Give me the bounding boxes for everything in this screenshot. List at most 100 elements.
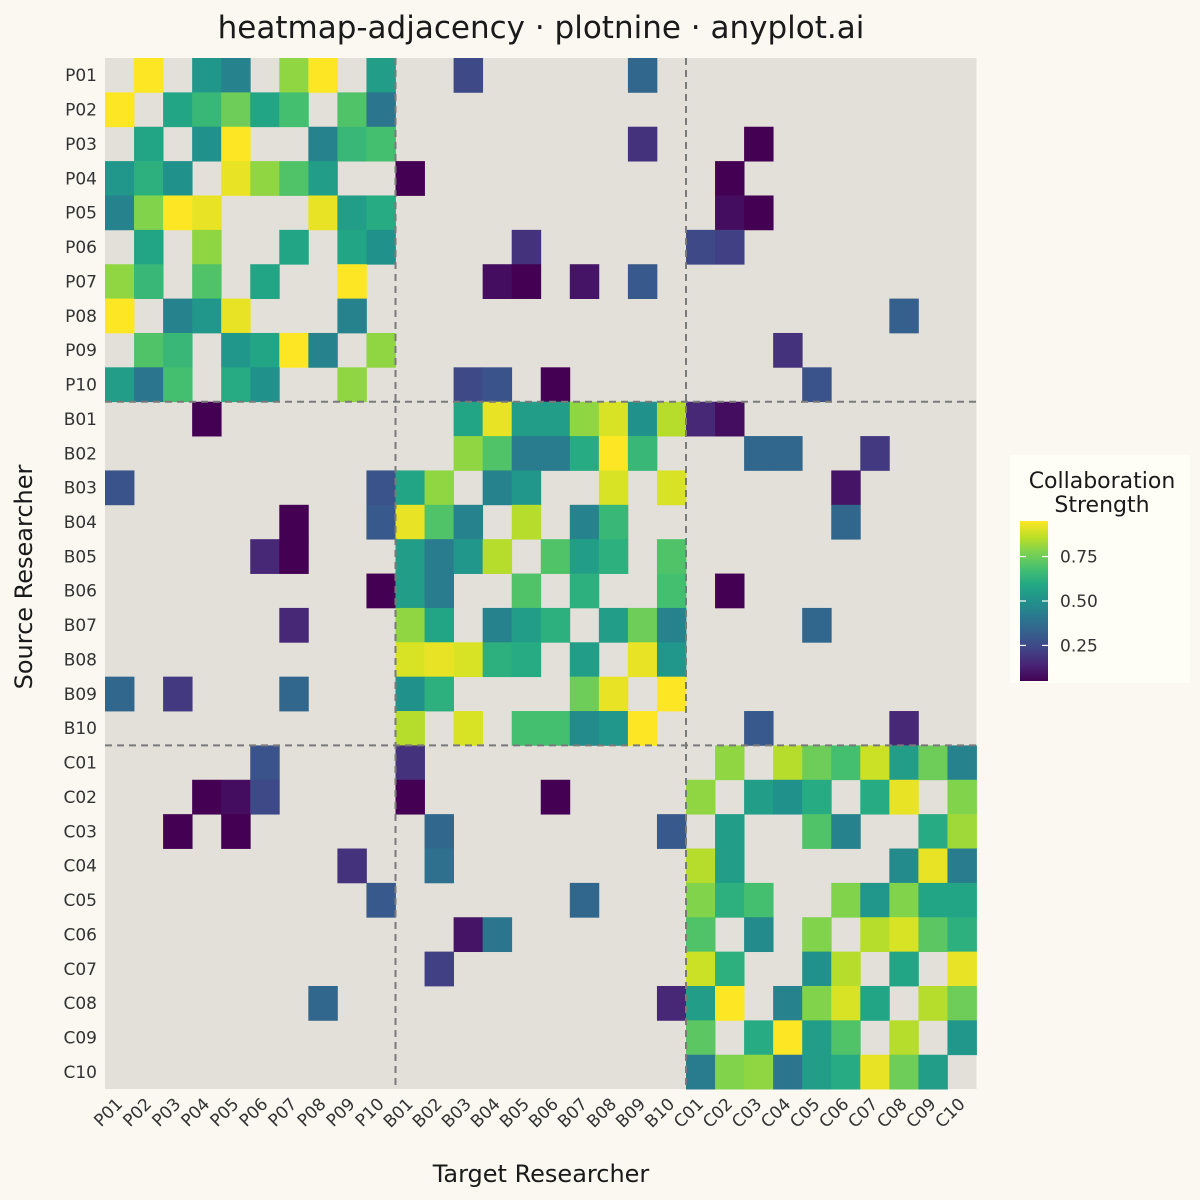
heatmap-cell [105,676,135,712]
heatmap-cell [627,436,658,471]
heatmap-cell [831,951,861,987]
heatmap-cell [744,917,774,953]
heatmap-cell [163,161,193,196]
heatmap-cell [569,882,600,918]
heatmap-cell [453,711,484,746]
heatmap-cell [686,917,716,953]
x-tick-label: B01 [380,1094,418,1132]
heatmap-cell [860,917,890,953]
y-tick-label: B02 [64,444,97,464]
heatmap-cell [598,539,629,574]
heatmap-cell [192,126,222,162]
heatmap-cell [569,504,600,540]
x-tick-label: B03 [438,1094,476,1132]
heatmap-cell [424,642,454,678]
y-tick-label: P03 [65,135,97,155]
x-tick-label: C04 [757,1094,795,1132]
x-tick-label: P09 [323,1094,360,1131]
x-tick-label: P01 [90,1094,127,1131]
heatmap-cell [482,264,513,299]
heatmap-cell [802,1020,832,1056]
heatmap-cell [308,195,338,231]
heatmap-cell [221,367,251,403]
heatmap-cell [424,814,454,849]
y-tick-label: P02 [65,101,97,121]
heatmap-cell [860,779,890,815]
heatmap-cell [802,367,832,403]
y-tick-label: C06 [63,925,97,945]
heatmap-cell [308,332,338,368]
heatmap-cell [627,642,658,678]
heatmap-cell [105,195,135,231]
heatmap-cell [627,264,658,299]
heatmap-cell [134,367,164,403]
heatmap-cell [337,367,367,403]
heatmap-cell [744,195,774,231]
heatmap-cell [366,229,396,265]
heatmap-cells [105,58,977,1090]
heatmap-cell [569,711,600,746]
x-tick-label: B08 [583,1094,621,1132]
y-tick-label: B07 [64,616,97,636]
heatmap-cell [918,985,948,1021]
x-tick-label: P02 [119,1094,156,1131]
heatmap-cell [453,917,484,953]
heatmap-cell [569,573,600,609]
heatmap-cell [889,917,919,953]
y-tick-label: P10 [65,376,97,396]
heatmap-cell [540,779,571,815]
heatmap-cell [337,264,367,299]
heatmap-cell [715,745,745,781]
heatmap-cell [831,745,861,781]
x-tick-label: P03 [148,1094,185,1131]
heatmap-cell [511,642,542,678]
heatmap-cell [366,126,396,162]
heatmap-cell [715,814,745,849]
heatmap-cell [569,264,600,299]
x-tick-labels: P01P02P03P04P05P06P07P08P09P10B01B02B03B… [90,1094,969,1132]
heatmap-cell [250,332,280,368]
y-tick-label: B05 [64,547,97,567]
y-tick-labels: P01 P02 P03 P04 P05 P06 P07 P08 P09 P10 B01 B02 B03 B… [63,66,97,1083]
heatmap-cell [715,161,745,196]
x-tick-label: C07 [845,1094,883,1132]
heatmap-cell [540,711,571,746]
heatmap-cell [424,676,454,712]
heatmap-cell [424,504,454,540]
y-tick-label: P08 [65,307,97,327]
x-tick-label: P06 [236,1094,273,1131]
heatmap-cell [192,195,222,231]
heatmap-cell [395,161,425,196]
heatmap-cell [715,985,745,1021]
y-tick-label: P09 [65,341,97,361]
heatmap-cell [250,367,280,403]
heatmap-cell [744,882,774,918]
heatmap-cell [221,161,251,196]
heatmap-cell [366,504,396,540]
y-tick-label: B10 [64,719,97,739]
heatmap-cell [482,367,513,403]
heatmap-cell [715,1054,745,1090]
heatmap-cell [656,573,687,609]
heatmap-cell [511,436,542,471]
heatmap-cell [918,882,948,918]
heatmap-cell [163,814,193,849]
heatmap-cell [947,951,977,987]
heatmap-cell [366,92,396,128]
heatmap-cell [715,951,745,987]
heatmap-cell [540,436,571,471]
heatmap-cell [686,848,716,884]
heatmap-cell [279,332,309,368]
heatmap-cell [395,642,425,678]
x-tick-label: B10 [641,1094,679,1132]
heatmap-cell [453,58,484,93]
heatmap-cell [134,58,164,93]
x-tick-label: P08 [294,1094,331,1131]
heatmap-cell [366,195,396,231]
heatmap-cell [134,264,164,299]
heatmap-cell [192,298,222,334]
heatmap-cell [569,676,600,712]
heatmap-cell [744,779,774,815]
heatmap-cell [656,985,687,1021]
heatmap-cell [192,264,222,299]
